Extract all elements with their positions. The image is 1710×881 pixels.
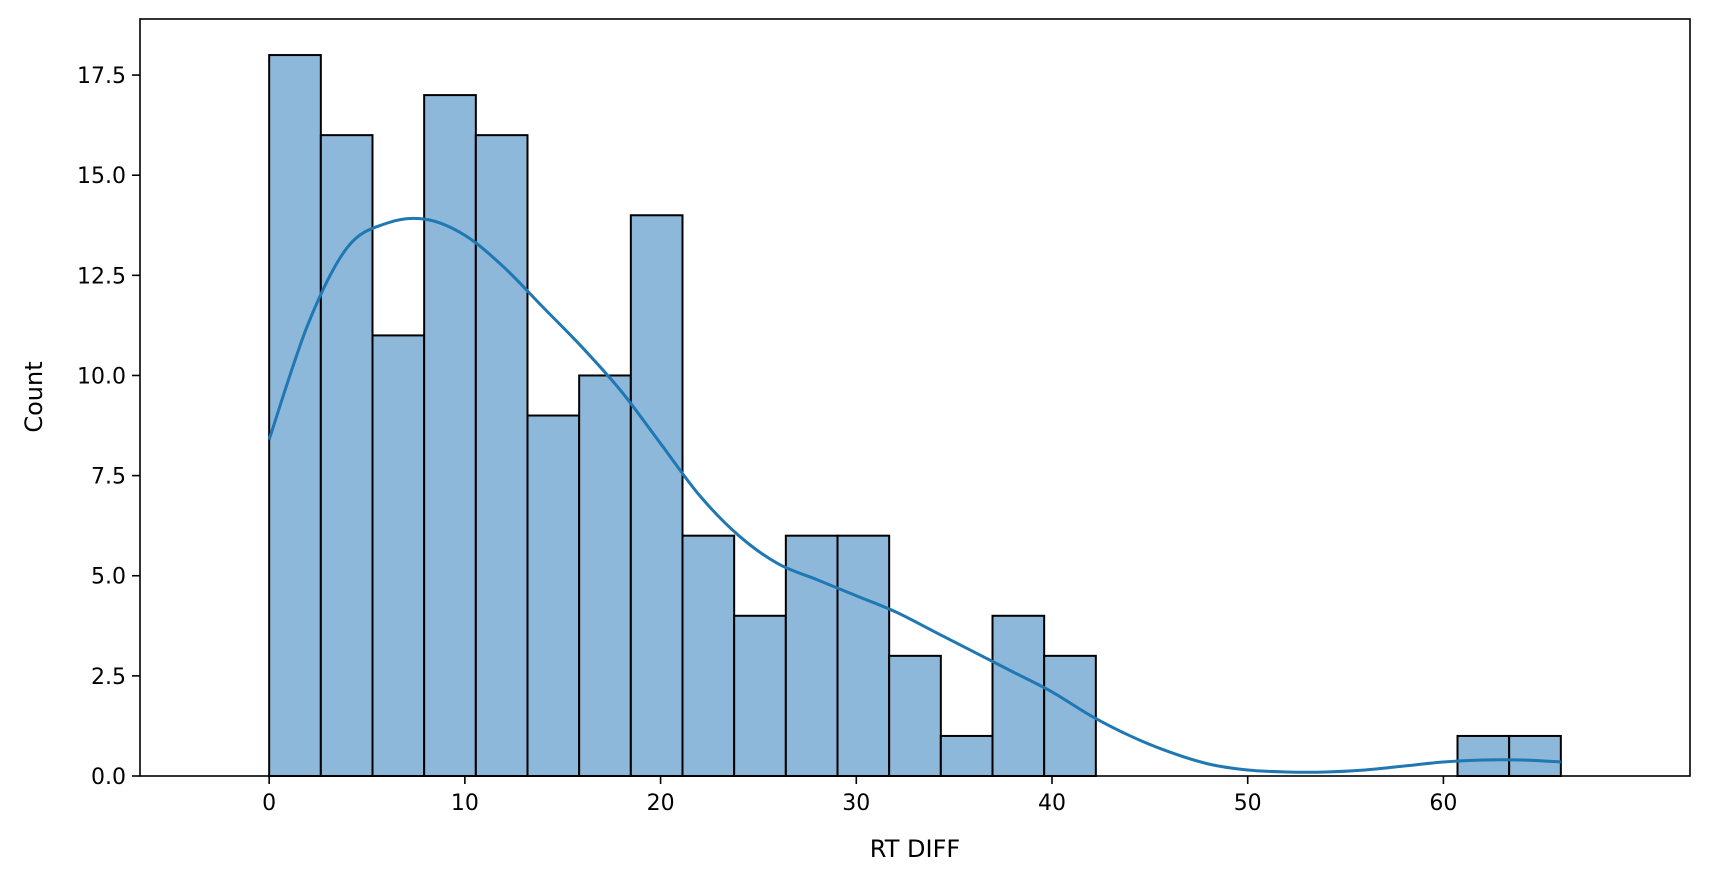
histogram-bars <box>268 54 1562 778</box>
kde-curve <box>267 216 1561 774</box>
x-axis-ticks: 0 10 20 30 40 50 60 <box>262 776 1457 816</box>
y-tick-label: 2.5 <box>91 665 126 690</box>
x-axis-label: RT DIFF <box>870 835 960 863</box>
y-tick-label: 7.5 <box>91 465 126 490</box>
y-tick-label: 5.0 <box>91 565 126 590</box>
plot-frame <box>139 18 1691 777</box>
y-tick-label: 10.0 <box>77 364 126 389</box>
x-tick-label: 0 <box>262 791 276 816</box>
histogram-bar <box>991 614 1046 777</box>
histogram-bar <box>319 134 374 777</box>
histogram-bar <box>733 614 787 777</box>
histogram-bar <box>474 134 529 777</box>
histogram-bar <box>371 334 426 777</box>
x-tick-label: 30 <box>842 791 870 816</box>
histogram-bar <box>1508 734 1562 777</box>
x-tick-label: 10 <box>451 791 479 816</box>
histogram-bar <box>1456 734 1511 777</box>
y-tick-label: 15.0 <box>77 164 126 189</box>
histogram-bar <box>888 654 942 777</box>
x-tick-label: 20 <box>647 791 675 816</box>
histogram-bar <box>629 214 684 777</box>
histogram-bar <box>681 534 736 778</box>
y-tick-label: 12.5 <box>77 264 126 289</box>
y-axis-label: Count <box>20 361 48 432</box>
histogram-bar <box>939 734 994 777</box>
y-axis-ticks: 0.0 2.5 5.0 7.5 10.0 12.5 15.0 17.5 <box>77 64 140 790</box>
histogram-bar <box>423 94 477 778</box>
histogram-bar <box>836 534 891 778</box>
histogram-bar <box>526 414 581 777</box>
histogram-bar <box>1043 654 1097 777</box>
histogram-bar <box>578 374 632 777</box>
x-tick-label: 40 <box>1038 791 1066 816</box>
y-tick-label: 0.0 <box>91 765 126 790</box>
x-tick-label: 60 <box>1429 791 1457 816</box>
y-tick-label: 17.5 <box>77 64 126 89</box>
x-tick-label: 50 <box>1234 791 1262 816</box>
